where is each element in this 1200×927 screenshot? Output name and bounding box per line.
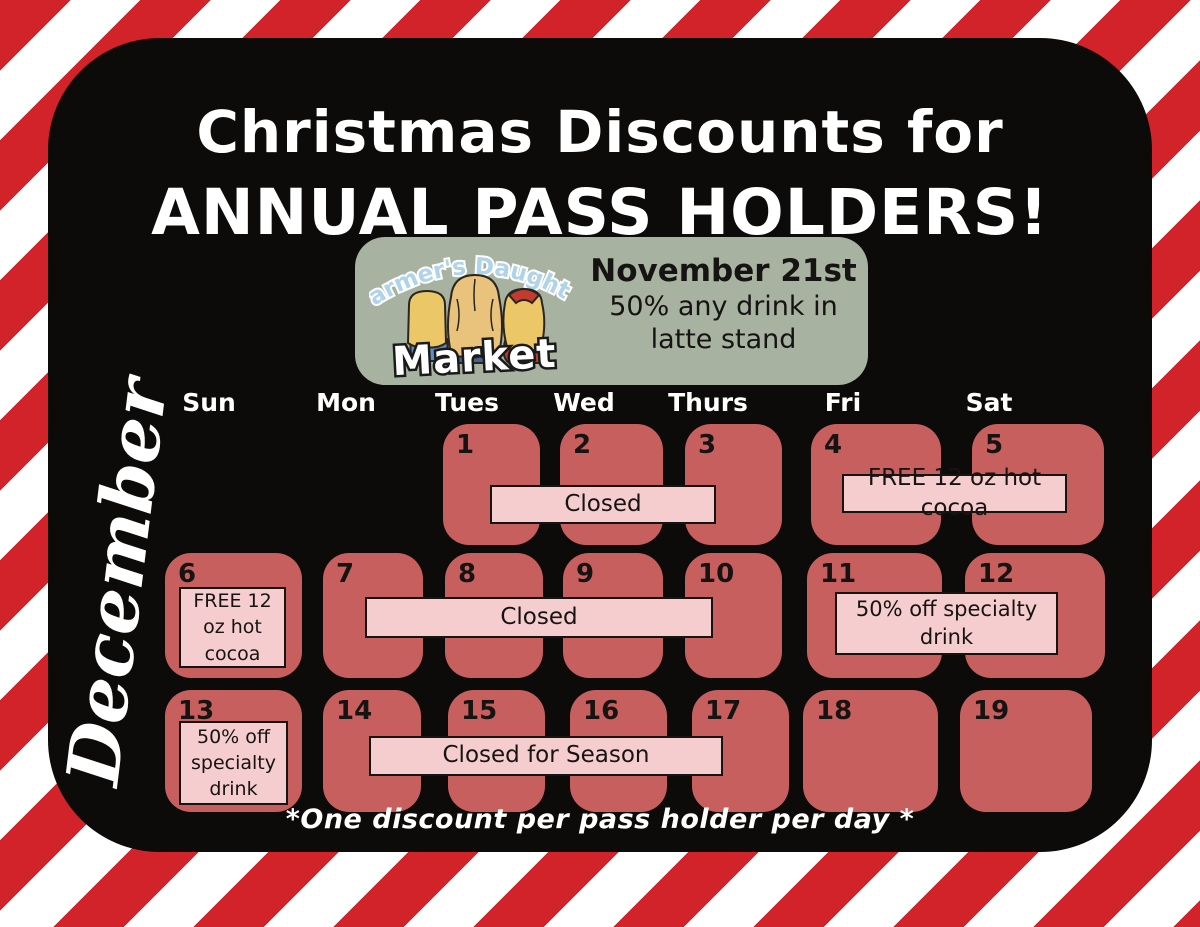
poster-card: Christmas Discounts for ANNUAL PASS HOLD… — [48, 38, 1152, 852]
day-number: 7 — [336, 559, 355, 589]
day-number: 2 — [573, 430, 592, 460]
market-logo: Farmer's Daughter Market — [369, 239, 576, 383]
promo-text-block: November 21st 50% any drink in latte sta… — [587, 253, 860, 357]
promo-offer-line1: 50% any drink in — [609, 291, 838, 323]
footnote: *One discount per pass holder per day * — [285, 804, 915, 835]
week1-free-cocoa-banner: FREE 12 oz hot cocoa — [842, 465, 1067, 521]
promo-date-title: November 21st — [590, 253, 857, 289]
day-number: 12 — [978, 559, 1015, 589]
week3-closed-for-season-banner: Closed for Season — [369, 736, 723, 776]
day-number: 11 — [820, 559, 857, 589]
calendar-day-cell: 2 — [560, 424, 663, 545]
calendar-day-cell: 19 — [960, 690, 1092, 812]
day-number: 9 — [576, 559, 595, 589]
day-number: 14 — [336, 696, 373, 726]
promo-offer-line2: latte stand — [650, 324, 797, 356]
day-number: 3 — [698, 430, 717, 460]
day-header-sun: Sun — [182, 388, 236, 417]
day-number: 19 — [973, 696, 1010, 726]
calendar-day-cell: 3 — [685, 424, 782, 545]
day-number: 8 — [458, 559, 477, 589]
day-number: 5 — [985, 430, 1004, 460]
week2-specialty-drink-banner: 50% off specialty drink — [835, 592, 1058, 655]
day-header-fri: Fri — [824, 388, 862, 417]
week2-closed-banner: Closed — [365, 597, 713, 638]
day-header-thurs: Thurs — [668, 388, 748, 417]
day-header-tues: Tues — [435, 388, 499, 417]
day-number: 6 — [178, 559, 197, 589]
day-number: 15 — [461, 696, 498, 726]
day-number: 1 — [456, 430, 475, 460]
day-number: 17 — [705, 696, 742, 726]
three-girls-illustration — [406, 273, 546, 364]
day-number: 18 — [816, 696, 853, 726]
poster-title-line1: Christmas Discounts for — [196, 98, 1004, 166]
day-header-wed: Wed — [553, 388, 615, 417]
day-number: 4 — [824, 430, 843, 460]
logo-market-text: Market — [391, 331, 557, 383]
day-header-mon: Mon — [316, 388, 376, 417]
calendar-day-cell: 1 — [443, 424, 540, 545]
promo-banner: Farmer's Daughter Market November 21st 5… — [355, 237, 868, 385]
poster-title-line2: ANNUAL PASS HOLDERS! — [151, 176, 1049, 249]
calendar-day-cell: 18 — [803, 690, 938, 812]
day-header-sat: Sat — [965, 388, 1013, 417]
day6-free-cocoa-box: FREE 12 oz hot cocoa — [179, 587, 286, 668]
day-number: 10 — [698, 559, 735, 589]
week1-closed-banner: Closed — [490, 485, 716, 524]
day-number: 16 — [583, 696, 620, 726]
day13-specialty-drink-box: 50% off specialty drink — [179, 721, 288, 805]
